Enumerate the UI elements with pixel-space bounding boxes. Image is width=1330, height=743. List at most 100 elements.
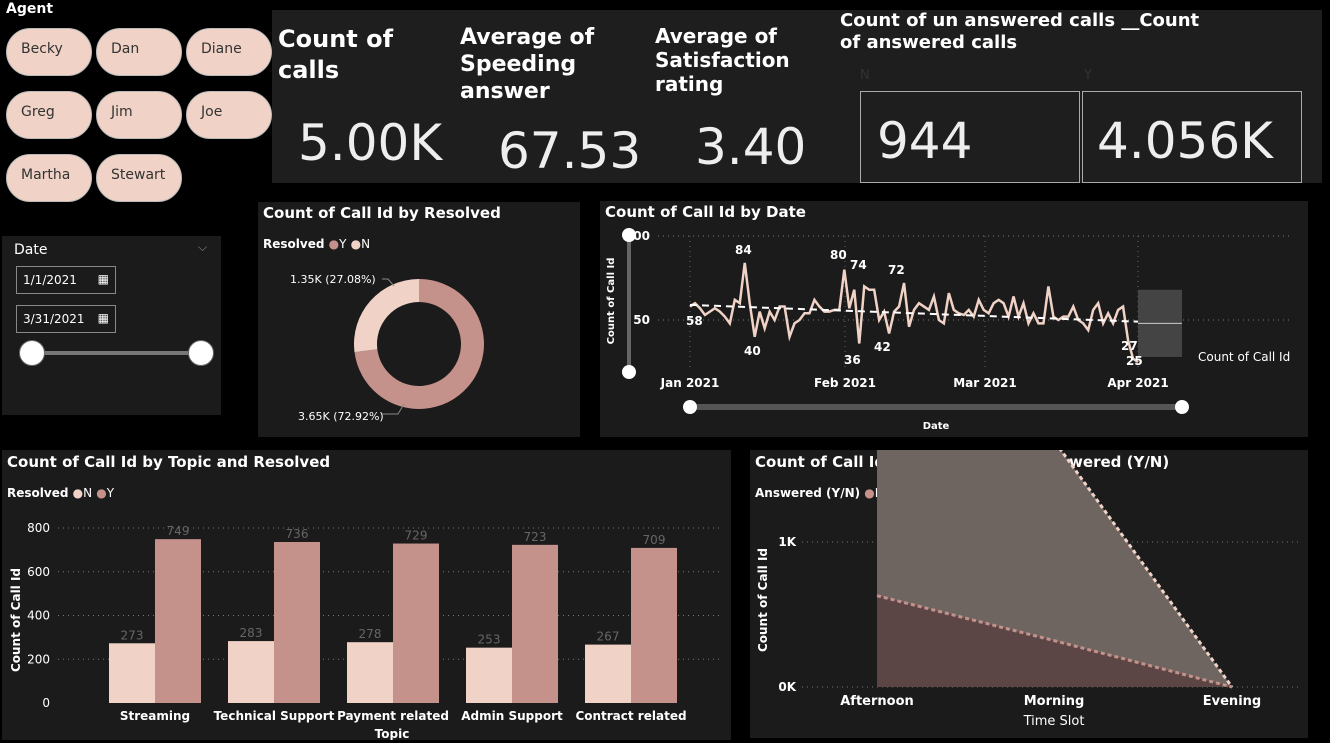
kpi-avg-speed-label: Average of Speeding answer <box>460 25 595 104</box>
slice-label-y: 3.65K (72.92%) <box>298 410 384 423</box>
x-tick: Payment related <box>337 709 449 723</box>
kpi-answered-label: Count of un answered calls __Count of an… <box>840 10 1200 53</box>
data-label: 723 <box>524 530 547 544</box>
legend-dot-y: ● <box>96 486 107 500</box>
legend-y[interactable]: Y <box>339 237 347 251</box>
agent-button-becky[interactable]: Becky <box>6 28 92 76</box>
y-tick: 50 <box>633 313 650 327</box>
slice-label-n: 1.35K (27.08%) <box>290 273 376 286</box>
kpi-y-value: 4.056K <box>1097 112 1273 170</box>
agent-slicer-title: Agent <box>6 1 54 17</box>
donut-svg: 3.65K (72.92%) 1.35K (27.08%) <box>290 273 484 423</box>
calendar-icon[interactable]: ▦ <box>97 311 109 325</box>
kpi-card: Count of calls 5.00K Average of Speeding… <box>272 10 1322 183</box>
bar-svg: 0 200 400 600 800 273 749 Streaming 283 736 Techni… <box>9 521 722 740</box>
agent-button-joe[interactable]: Joe <box>186 91 272 139</box>
x-tick: Apr 2021 <box>1107 376 1168 390</box>
start-date-input[interactable]: 1/1/2021 ▦ <box>16 266 116 294</box>
data-label: 283 <box>240 626 263 640</box>
end-date-value: 3/31/2021 <box>23 312 85 326</box>
y-tick: 1K <box>778 535 796 549</box>
timeslot-area-chart: Count of Call Id by Time Slot and Answer… <box>750 450 1308 738</box>
y-axis-title: Count of Call Id <box>756 548 770 652</box>
kpi-count-calls-value: 5.00K <box>298 114 443 172</box>
y-axis-title: Count of Call Id <box>606 258 617 345</box>
kpi-avg-sat-label: Average of Satisfaction rating <box>655 24 790 96</box>
x-tick: Evening <box>1203 694 1261 709</box>
data-label: 25 <box>1126 354 1143 368</box>
agent-button-stewart[interactable]: Stewart <box>96 154 182 202</box>
bar-n <box>347 642 393 703</box>
start-date-value: 1/1/2021 <box>23 273 77 287</box>
data-label: 267 <box>597 630 620 644</box>
y-zoom-handle-top[interactable] <box>622 228 636 242</box>
area-svg: 0K1K2K3KAfternoonMorningEveningTime Slot… <box>756 450 1300 729</box>
x-axis-title: Time Slot <box>1023 714 1085 729</box>
forecast-label: Count of Call Id <box>1198 350 1290 364</box>
date-slicer-title: Date <box>14 242 48 258</box>
x-tick: Jan 2021 <box>660 376 720 390</box>
bar-y <box>393 543 439 703</box>
x-tick: Contract related <box>575 709 686 723</box>
kpi-avg-speed-value: 67.53 <box>498 122 642 180</box>
legend-n[interactable]: N <box>83 486 93 500</box>
bar-n <box>466 647 512 703</box>
agent-button-martha[interactable]: Martha <box>6 154 92 202</box>
chart-title: Count of Call Id by Topic and Resolved <box>7 453 331 471</box>
chart-title: Count of Call Id by Resolved <box>263 204 501 222</box>
date-slider-start-handle[interactable] <box>19 340 45 366</box>
x-tick: Streaming <box>120 709 190 723</box>
legend-y[interactable]: Y <box>106 486 115 500</box>
agent-button-dan[interactable]: Dan <box>96 28 182 76</box>
donut-slice-y <box>354 279 484 409</box>
data-label: 72 <box>888 263 905 277</box>
x-tick: Admin Support <box>461 709 563 723</box>
x-axis-title: Date <box>923 421 950 432</box>
data-label: 84 <box>735 243 752 257</box>
agent-button-diane[interactable]: Diane <box>186 28 272 76</box>
x-axis-title: Topic <box>375 727 410 740</box>
calendar-icon[interactable]: ▦ <box>97 272 109 286</box>
topic-bar-chart: Count of Call Id by Topic and Resolved R… <box>2 450 731 740</box>
y-tick: 0K <box>778 680 796 694</box>
bar-y <box>512 544 558 703</box>
y-tick: 400 <box>27 609 50 623</box>
date-slider-end-handle[interactable] <box>188 340 214 366</box>
date-line-chart: Count of Call Id by Date 100 50 Jan 2021 Fe… <box>600 201 1308 437</box>
series-line <box>689 262 1139 364</box>
legend-dot-n: ● <box>350 237 362 251</box>
agent-button-jim[interactable]: Jim <box>96 91 182 139</box>
bar-y <box>631 547 677 703</box>
end-date-input[interactable]: 3/31/2021 ▦ <box>16 305 116 333</box>
kpi-count-calls-label: Count of calls <box>278 25 394 84</box>
date-range-track <box>32 351 202 355</box>
data-label: 736 <box>286 527 309 541</box>
legend-n[interactable]: N <box>361 237 371 251</box>
kpi-n-value: 944 <box>877 112 973 170</box>
bar-n <box>228 641 274 703</box>
kpi-n-label: N <box>860 68 870 83</box>
leader-line <box>382 278 395 287</box>
legend-dot-y: ● <box>328 237 340 251</box>
chevron-down-icon[interactable]: ⌵ <box>198 240 208 254</box>
x-tick: Morning <box>1024 694 1085 709</box>
data-label: 749 <box>167 524 190 538</box>
y-tick: 200 <box>27 652 50 666</box>
donut-slice-n <box>354 279 419 353</box>
data-label: 74 <box>850 258 867 272</box>
kpi-y-label: Y <box>1084 68 1092 83</box>
x-zoom-handle-end[interactable] <box>1175 400 1189 414</box>
y-zoom-handle-bottom[interactable] <box>622 365 636 379</box>
chart-title: Count of Call Id by Date <box>605 203 806 221</box>
bar-y <box>274 542 320 703</box>
legend: Resolved ●Y ●N <box>263 237 370 251</box>
agent-button-greg[interactable]: Greg <box>6 91 92 139</box>
data-label: 42 <box>874 340 891 354</box>
data-label: 273 <box>121 628 144 642</box>
legend: Resolved ●N ●Y <box>7 486 114 500</box>
data-label: 253 <box>478 633 501 647</box>
x-zoom-handle-start[interactable] <box>683 400 697 414</box>
resolved-donut-chart: Count of Call Id by Resolved Resolved ●Y… <box>258 202 580 437</box>
line-n <box>876 594 1233 689</box>
